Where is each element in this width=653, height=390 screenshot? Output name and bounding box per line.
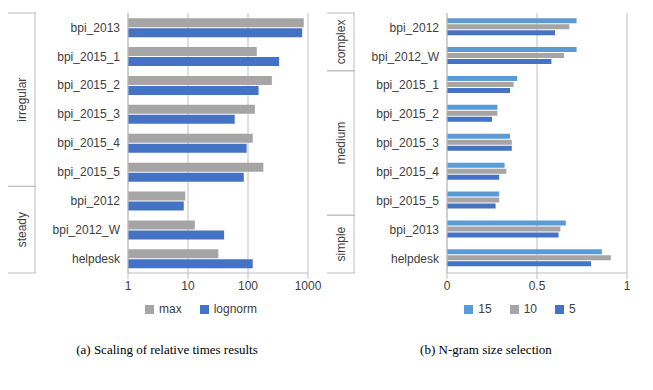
svg-text:bpi_2012: bpi_2012	[390, 21, 440, 35]
svg-text:bpi_2012_W: bpi_2012_W	[372, 50, 440, 64]
svg-text:helpdesk: helpdesk	[72, 252, 121, 266]
svg-text:helpdesk: helpdesk	[391, 252, 440, 266]
html-text:max: max	[159, 302, 182, 316]
svg-text:complex: complex	[334, 20, 348, 65]
svg-text:1000: 1000	[295, 279, 322, 293]
svg-text:steady: steady	[15, 212, 29, 247]
svg-text:bpi_2015_1: bpi_2015_1	[57, 50, 120, 64]
svg-text:medium: medium	[334, 122, 348, 165]
svg-text:bpi_2015_3: bpi_2015_3	[57, 107, 120, 121]
svg-text:bpi_2015_5: bpi_2015_5	[376, 194, 439, 208]
html-text:10: 10	[523, 302, 537, 316]
html-text:(b) N-gram size selection: (b) N-gram size selection	[420, 342, 552, 357]
svg-text:bpi_2015_5: bpi_2015_5	[57, 165, 120, 179]
svg-text:bpi_2013: bpi_2013	[71, 21, 121, 35]
svg-text:bpi_2012_W: bpi_2012_W	[53, 223, 121, 237]
svg-text:bpi_2015_2: bpi_2015_2	[376, 107, 439, 121]
html-text:(a) Scaling of relative times: (a) Scaling of relative times results	[76, 342, 258, 357]
html-text:lognorm: lognorm	[213, 302, 257, 316]
svg-text:bpi_2015_4: bpi_2015_4	[57, 136, 120, 150]
svg-text:bpi_2015_4: bpi_2015_4	[376, 165, 439, 179]
html-text:15: 15	[478, 302, 492, 316]
svg-text:bpi_2013: bpi_2013	[390, 223, 440, 237]
svg-text:bpi_2015_3: bpi_2015_3	[376, 136, 439, 150]
svg-text:simple: simple	[334, 226, 348, 261]
html-text:5: 5	[569, 302, 576, 316]
svg-text:bpi_2015_1: bpi_2015_1	[376, 78, 439, 92]
svg-text:bpi_2012: bpi_2012	[71, 194, 121, 208]
svg-text:bpi_2015_2: bpi_2015_2	[57, 78, 120, 92]
svg-text:0: 0	[444, 279, 451, 293]
svg-text:10: 10	[181, 279, 195, 293]
svg-text:irregular: irregular	[15, 78, 29, 122]
svg-text:1: 1	[624, 279, 631, 293]
svg-text:0.5: 0.5	[529, 279, 546, 293]
svg-text:1: 1	[125, 279, 132, 293]
svg-text:100: 100	[238, 279, 258, 293]
